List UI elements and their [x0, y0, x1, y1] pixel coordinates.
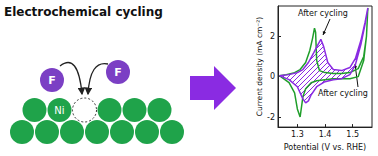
svg-text:F: F — [114, 66, 122, 79]
svg-text:Current density (mA cm⁻²): Current density (mA cm⁻²) — [255, 17, 264, 117]
svg-text:After cycling: After cycling — [298, 9, 348, 18]
svg-text:F: F — [48, 74, 56, 87]
svg-text:Electrochemical cycling: Electrochemical cycling — [4, 5, 163, 19]
svg-text:1.5: 1.5 — [346, 130, 359, 139]
svg-text:2: 2 — [270, 32, 275, 41]
svg-text:1.3: 1.3 — [291, 130, 304, 139]
svg-text:After cycling: After cycling — [318, 89, 368, 98]
svg-text:Potential (V vs. RHE): Potential (V vs. RHE) — [284, 143, 366, 152]
svg-text:-2: -2 — [267, 113, 275, 122]
svg-text:1.4: 1.4 — [319, 130, 332, 139]
svg-text:0: 0 — [270, 72, 275, 81]
svg-text:Ni: Ni — [54, 105, 64, 116]
